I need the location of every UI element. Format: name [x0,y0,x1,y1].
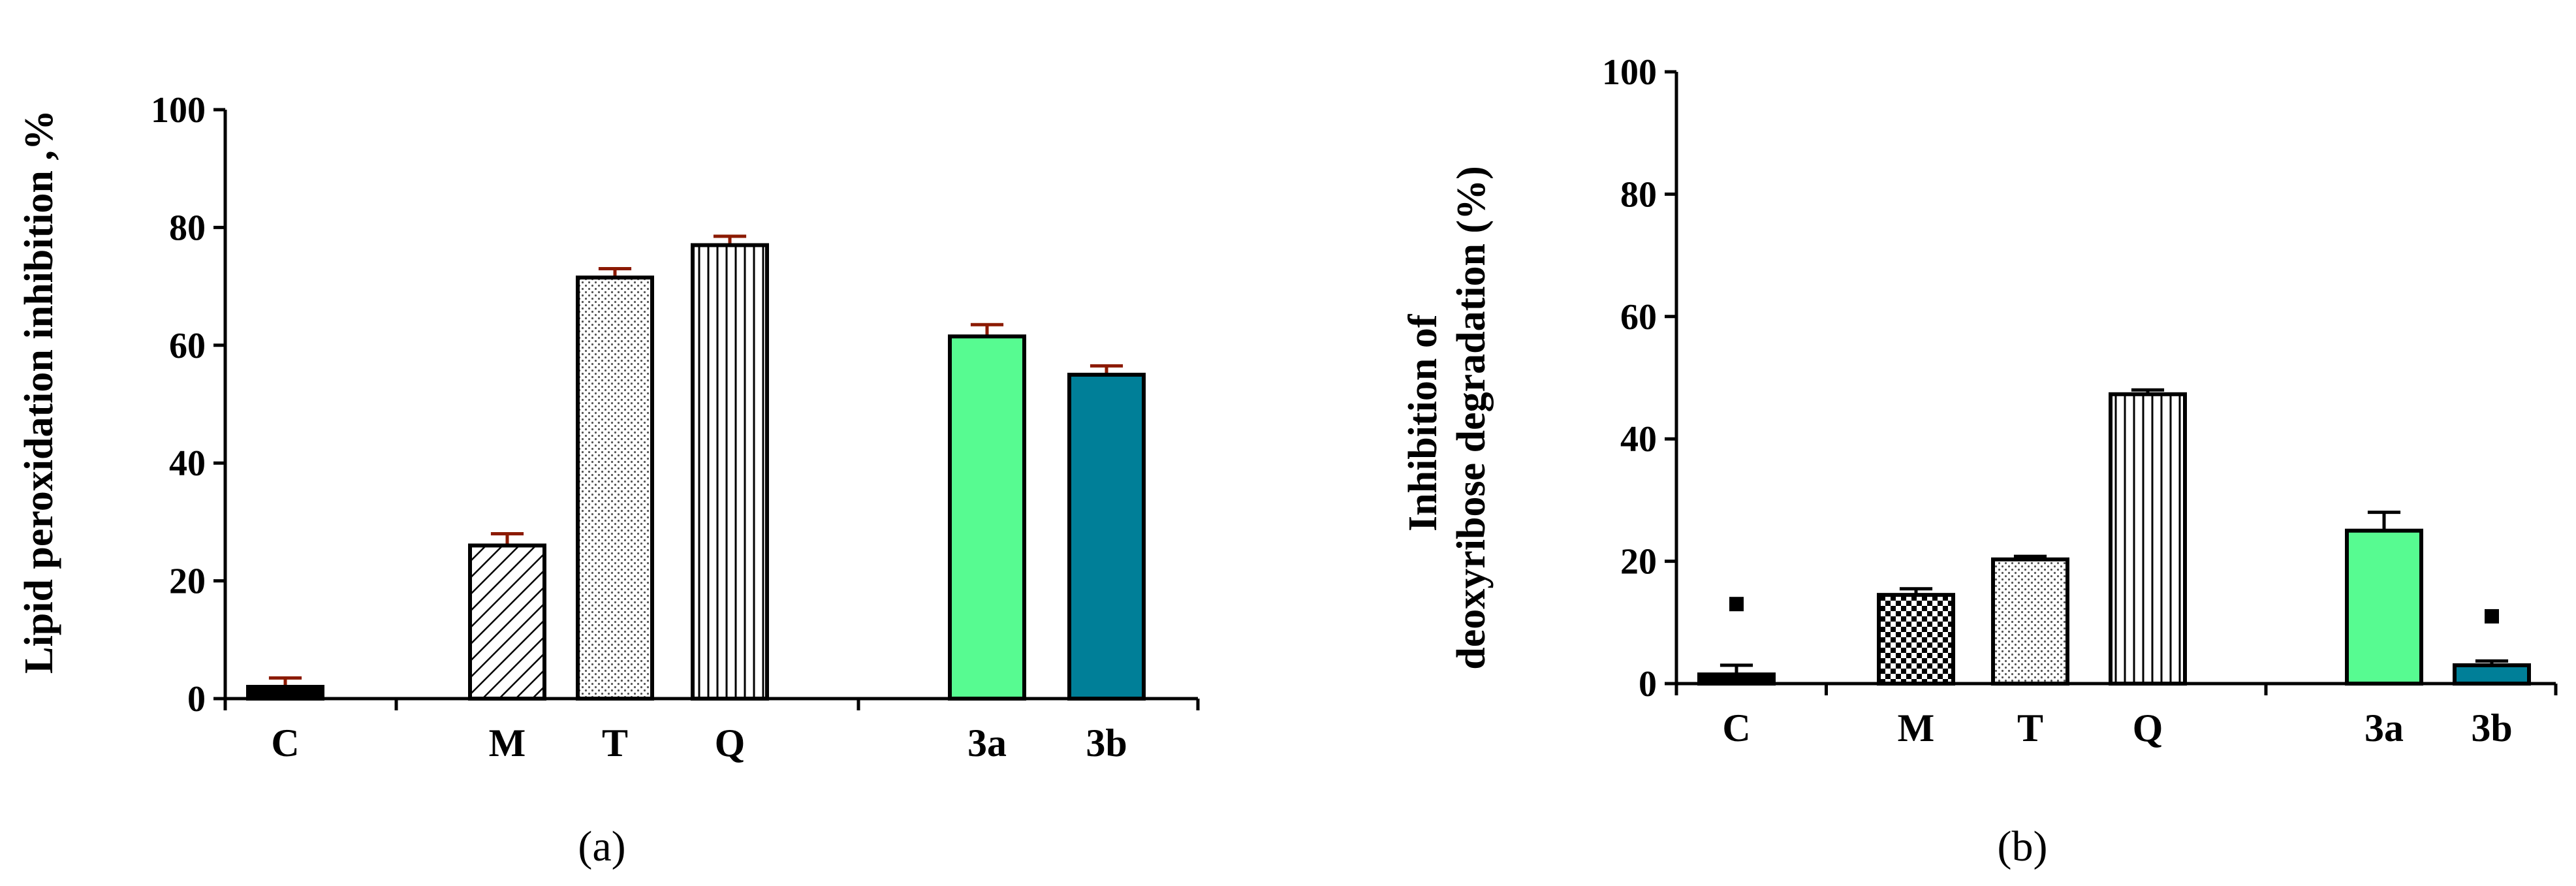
y-tick-label-a-100: 100 [151,90,206,131]
outlier-point-b-3b [2485,609,2499,624]
chart-panel-a: Lipid peroxidation inhibition ,% (a) 0 20… [17,90,1200,870]
outlier-point-b-c [1729,597,1744,612]
y-tick-label-b-80: 80 [1620,174,1657,215]
bar-b-q [2109,392,2187,686]
y-axis-title-b-line2: deoxyribose degradation (%) [1449,166,1494,670]
bar-a-3b [1067,372,1146,701]
bar-b-m [1877,593,1955,686]
y-tick-label-b-20: 20 [1620,542,1657,582]
bar-a-t [576,276,654,701]
y-tick-label-a-80: 80 [169,208,206,248]
category-label-a-3a: 3a [967,721,1007,765]
chart-panel-b: Inhibition of deoxyribose degradation (%… [1401,52,2558,870]
y-tick-label-a-60: 60 [169,326,206,366]
y-axis-title-a: Lipid peroxidation inhibition ,% [17,110,61,674]
panel-label-a: (a) [578,823,625,870]
y-axis-title-b: Inhibition of deoxyribose degradation (%… [1401,166,1494,670]
category-label-b-q: Q [2133,706,2163,750]
category-label-a-m: M [489,721,526,765]
category-label-b-3b: 3b [2471,706,2512,750]
y-tick-label-b-0: 0 [1639,664,1657,704]
category-label-a-q: Q [715,721,746,765]
category-label-a-t: T [602,721,628,765]
category-label-b-m: M [1898,706,1935,750]
bar-a-q [691,243,769,701]
y-tick-label-b-40: 40 [1620,419,1657,460]
y-tick-label-a-40: 40 [169,443,206,484]
bar-b-3b [2453,663,2531,686]
y-tick-label-a-0: 0 [187,679,206,720]
y-tick-label-a-20: 20 [169,562,206,602]
bar-a-3a [948,334,1026,701]
category-label-b-c: C [1722,706,1750,750]
bar-a-m [468,543,546,701]
bar-b-3a [2345,528,2423,686]
bar-b-t [1991,557,2069,686]
category-label-b-3a: 3a [2364,706,2404,750]
y-tick-label-b-100: 100 [1602,52,1657,93]
category-label-a-3b: 3b [1086,721,1127,765]
bar-b-c [1697,672,1776,686]
y-tick-label-b-60: 60 [1620,297,1657,338]
bar-a-c [246,684,324,701]
category-label-a-c: C [271,721,299,765]
category-label-b-t: T [2017,706,2043,750]
panel-label-b: (b) [1998,823,2048,870]
y-axis-title-b-line1: Inhibition of [1401,313,1445,531]
